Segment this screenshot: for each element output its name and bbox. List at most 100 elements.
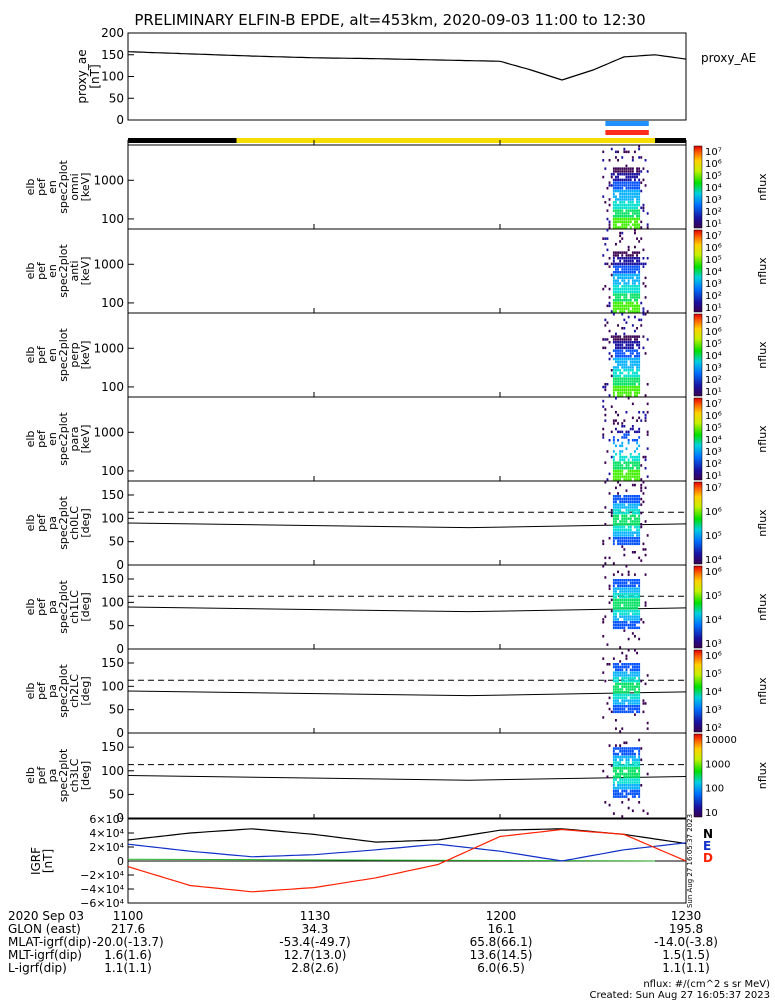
spectrogram-cell — [625, 478, 628, 481]
spectrogram-cell — [621, 257, 624, 260]
spectrogram-cell — [619, 335, 622, 338]
spectrogram-cell — [638, 355, 641, 358]
spectrogram-cell — [638, 279, 641, 282]
spectrogram-cell — [612, 573, 615, 576]
colorbar-label-perp: 10⁵ — [705, 339, 722, 350]
spectrogram-cell — [619, 262, 622, 266]
spectrogram-cell — [617, 618, 619, 621]
spectrogram-cell — [627, 503, 630, 506]
spectrogram-cell — [623, 593, 626, 596]
spectrogram-cell — [627, 472, 630, 476]
spectrogram-cell — [629, 707, 632, 711]
spectrogram-cell — [642, 265, 645, 268]
spectrogram-cell — [623, 259, 626, 263]
spectrogram-cell — [636, 509, 638, 512]
spectrogram-cell — [627, 665, 630, 669]
spectrogram-cell — [634, 268, 636, 271]
spectrogram-cell — [625, 761, 628, 764]
spectrogram-cell — [615, 464, 617, 467]
spectrogram-cell — [629, 503, 632, 506]
spectrogram-cell — [615, 296, 617, 299]
spectrogram-cell — [631, 682, 634, 686]
colorbar-ch0 — [693, 481, 703, 565]
spectrogram-cell — [629, 285, 632, 288]
spectrogram-cell — [612, 778, 615, 781]
spectrogram-cell — [621, 441, 624, 445]
spectrogram-cell — [644, 159, 647, 162]
spectrogram-cell — [646, 212, 649, 215]
spectrogram-cell — [623, 181, 626, 184]
spectrogram-cell — [627, 217, 630, 221]
spectrogram-cell — [617, 324, 619, 327]
spectrogram-cell — [623, 750, 626, 753]
spectrogram-cell — [612, 357, 615, 361]
colorbar-label-anti: 10² — [705, 291, 722, 302]
spectrogram-cell — [631, 598, 634, 602]
spectrogram-cell — [619, 623, 622, 627]
spectrogram-cell — [604, 419, 607, 422]
spectrogram-cell — [617, 385, 619, 389]
spectrogram-cell — [629, 475, 632, 478]
spectrogram-cell — [615, 623, 617, 627]
spectrogram-cell — [625, 307, 628, 310]
spectrogram-cell — [634, 618, 636, 621]
spectrogram-cell — [638, 296, 641, 299]
spectrogram-cell — [629, 189, 632, 193]
spectrogram-cell — [625, 531, 628, 534]
spectrogram-cell — [638, 145, 641, 148]
panel-ylabel-line: spec2plot — [57, 496, 70, 550]
spectrogram-cell — [619, 784, 622, 787]
spectrogram-cell — [636, 458, 638, 462]
spectrogram-cell — [619, 360, 622, 364]
spectrogram-cell — [617, 663, 619, 666]
spectrogram-cell — [621, 226, 624, 229]
spectrogram-cell — [625, 587, 628, 590]
spectrogram-cell — [625, 775, 628, 779]
spectrogram-cell — [625, 767, 628, 770]
spectrogram-cell — [606, 262, 609, 266]
spectrogram-cell — [636, 273, 638, 277]
spectrogram-cell — [621, 781, 624, 784]
spectrogram-cell — [615, 156, 617, 159]
spectrogram-cell — [615, 195, 617, 198]
spectrogram-cell — [619, 444, 622, 448]
spectrogram-cell — [627, 341, 630, 344]
spectrogram-cell — [634, 696, 636, 700]
spectrogram-cell — [621, 497, 624, 501]
spectrogram-cell — [604, 262, 607, 266]
spectrogram-cell — [625, 514, 628, 518]
spectrogram-cell — [617, 761, 619, 764]
spectrogram-cell — [619, 469, 622, 473]
spectrogram-cell — [623, 377, 626, 380]
spectrogram-cell — [629, 184, 632, 187]
colorbar-unit-label: nflux — [756, 761, 769, 789]
loss-cone-solid-line — [468, 523, 687, 529]
spectrogram-cell — [617, 764, 619, 767]
colorbar-label-ch0: 10⁷ — [705, 483, 722, 494]
spectrogram-cell — [627, 254, 630, 257]
spectrogram-cell — [627, 433, 630, 436]
spectrogram-cell — [608, 352, 611, 355]
spectrogram-cell — [606, 209, 609, 212]
spectrogram-cell — [604, 324, 607, 327]
spectrogram-cell — [629, 517, 632, 520]
spectrogram-cell — [625, 705, 628, 708]
spectrogram-cell — [612, 497, 615, 501]
spectrogram-cell — [638, 290, 641, 294]
spectrogram-cell — [644, 604, 647, 607]
spectrogram-cell — [634, 497, 636, 501]
spectrogram-cell — [615, 293, 617, 296]
spectrogram-cell — [619, 173, 622, 176]
spectrogram-cell — [615, 383, 617, 386]
spectrogram-cell — [644, 467, 647, 470]
spectrogram-cell — [629, 750, 632, 753]
spectrogram-cell — [644, 313, 647, 316]
spectrogram-cell — [634, 265, 636, 268]
spectrogram-cell — [623, 752, 626, 756]
spectrogram-cell — [623, 173, 626, 176]
spectrogram-cell — [629, 679, 632, 683]
spectrogram-cell — [642, 282, 645, 285]
panel-ylabel-line: pef — [35, 429, 48, 448]
spectrogram-cell — [617, 495, 619, 498]
spectrogram-cell — [615, 254, 617, 257]
